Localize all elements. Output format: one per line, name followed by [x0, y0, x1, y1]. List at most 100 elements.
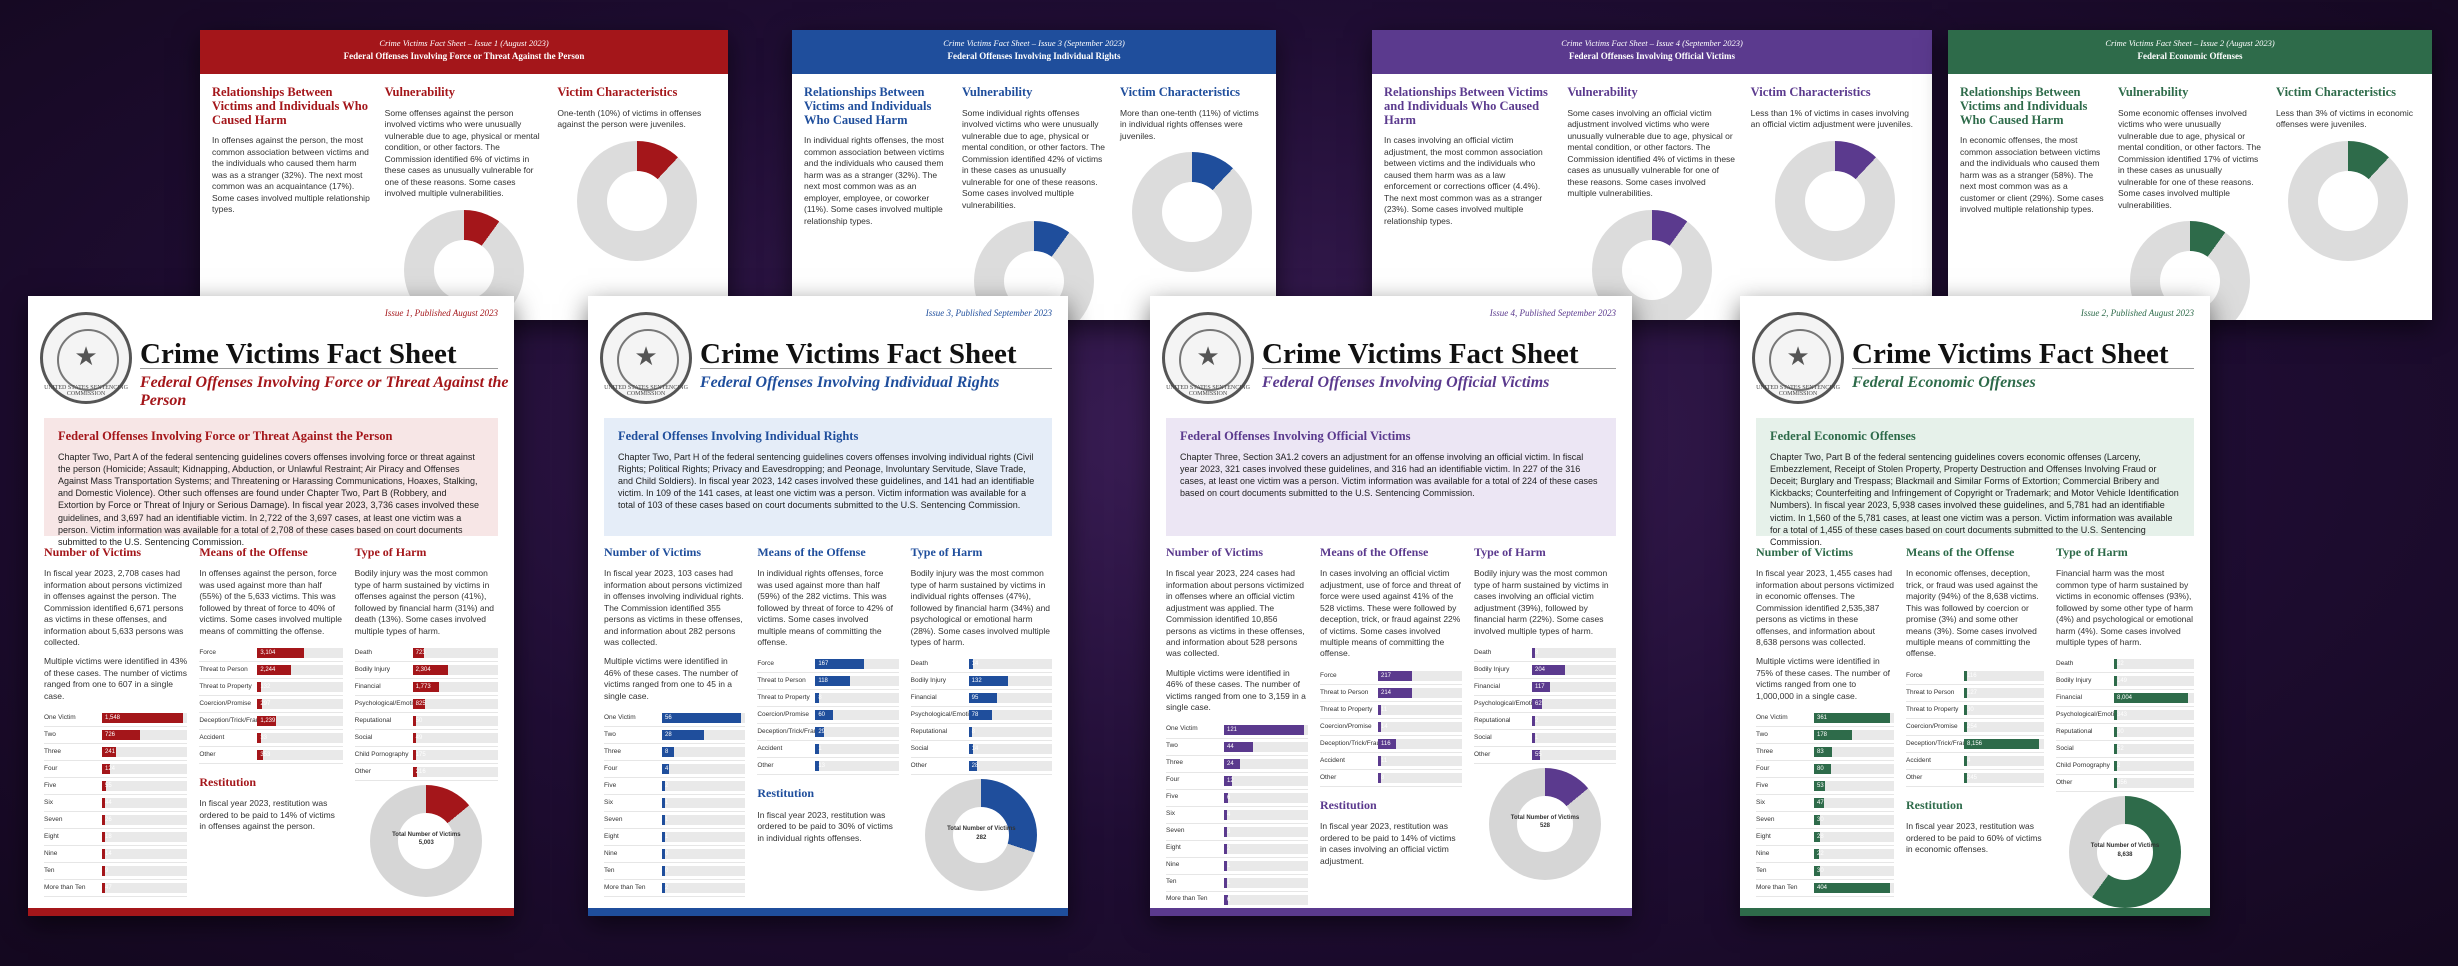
bar-track: 254	[1964, 721, 2044, 732]
sheet-columns: Relationships Between Victims and Indivi…	[1948, 74, 2432, 320]
bar-row: Eight 18	[44, 829, 188, 847]
bar-track: 726	[102, 730, 188, 741]
bar-track: 204	[1532, 665, 1616, 675]
intro-title: Federal Offenses Involving Official Vict…	[1180, 429, 1411, 443]
bar-fill: 12	[1224, 775, 1234, 786]
header-title: Federal Economic Offenses	[2137, 51, 2243, 61]
bar-row: Five 6	[1166, 790, 1308, 807]
bar-track: 13	[815, 761, 899, 772]
bar-fill: 118	[815, 676, 851, 687]
characteristics-column: Victim Characteristics Less than 3% of vi…	[2276, 85, 2420, 320]
intro-box: Federal Economic Offenses Chapter Two, Pa…	[1756, 418, 2194, 547]
bar-track: 2	[1224, 843, 1308, 854]
bar-row: Financial 117	[1474, 679, 1616, 696]
means-title: Means of the Offense	[757, 545, 866, 559]
bar-fill: 216	[412, 767, 426, 777]
donut-value: 5,003	[418, 840, 434, 847]
bar-label: Three	[1756, 747, 1773, 755]
bar-fill: 121	[1224, 724, 1304, 735]
bar-row: Ten 1	[1166, 875, 1308, 892]
bar-fill: 60	[815, 710, 833, 721]
donut-center-label: Total Number of Victims 8,638	[2069, 842, 2181, 858]
bar-track: 2,304	[412, 665, 498, 675]
bar-label: Death	[910, 660, 929, 668]
bar-track: 24	[1224, 758, 1308, 769]
bar-track: 1	[662, 815, 746, 826]
relationship-text: In offenses against the person, the most…	[212, 135, 370, 215]
bar-track: 14	[1378, 721, 1462, 732]
number-of-victims-section: Number of Victims In fiscal year 2023, 1,…	[1756, 544, 1894, 902]
vulnerability-text: Some offenses against the person involve…	[384, 107, 540, 199]
issue-line: Crime Victims Fact Sheet – Issue 1 (Augu…	[379, 38, 549, 48]
bar-fill: 8	[815, 693, 822, 704]
vulnerability-column: Vulnerability Some individual rights offe…	[962, 85, 1106, 320]
bar-fill: 11	[1378, 755, 1387, 766]
title-rule	[1852, 368, 2194, 369]
harm-text: Financial harm was the most common type …	[2056, 568, 2194, 647]
bar-fill: 22	[1814, 849, 1824, 860]
bar-track: 8	[1532, 648, 1616, 658]
bar-fill: 214	[1378, 687, 1413, 698]
bar-row: Threat to Property 11	[1320, 702, 1462, 719]
seal-text: UNITED STATES SENTENCING COMMISSION	[44, 385, 128, 397]
harm-title: Type of Harm	[1474, 545, 1546, 559]
bar-label: Seven	[1756, 815, 1775, 823]
bar-label: Force	[757, 660, 774, 668]
bar-track: 1,239	[257, 716, 343, 726]
bar-track: 80	[1814, 764, 1894, 775]
bar-row: Other 356	[2056, 775, 2194, 793]
bar-track: 356	[2114, 778, 2194, 789]
bar-fill: 117	[1532, 682, 1551, 692]
bar-track: 1,548	[102, 713, 188, 724]
bar-row: Threat to Property 30	[1906, 702, 2044, 719]
donut-label: Total Number of Victims	[947, 826, 1016, 833]
fact-sheet-3: Issue 4, Published September 2023 UNITED …	[1150, 296, 1632, 916]
bar-track: 175	[412, 750, 498, 760]
bar-fill: 24	[1224, 758, 1240, 769]
bar-track: 116	[1378, 738, 1462, 749]
bottom-color-stripe	[588, 908, 1068, 916]
bar-label: Bodily Injury	[910, 677, 947, 685]
bar-row: Threat to Property 132	[199, 679, 343, 696]
bar-fill: 28	[1814, 832, 1824, 843]
characteristics-column: Victim Characteristics More than one-tent…	[1120, 85, 1264, 320]
bar-fill: 217	[1378, 670, 1413, 681]
commission-seal-icon: UNITED STATES SENTENCING COMMISSION	[1752, 312, 1844, 404]
juvenile-donut	[1132, 152, 1252, 273]
bar-fill: 32	[2114, 659, 2124, 670]
bar-track: 217	[1378, 670, 1462, 681]
fact-sheet-4: Issue 2, Published August 2023 UNITED STA…	[1740, 296, 2210, 916]
bar-label: Threat to Person	[757, 677, 806, 685]
bar-chart: Death 723 Bodily Injury 2,304 Financial 1,773…	[354, 645, 498, 781]
bar-fill: 245	[1964, 772, 1977, 783]
bar-track: 6	[1224, 792, 1308, 803]
bar-fill: 44	[1224, 741, 1254, 752]
harm-title: Type of Harm	[354, 545, 427, 559]
page-subtitle: Federal Offenses Involving Official Vict…	[1262, 374, 1550, 391]
bar-fill: 127	[1964, 687, 1977, 698]
bar-label: Accident	[757, 745, 783, 753]
bar-fill: 167	[815, 659, 865, 670]
sheet-header-bar: Crime Victims Fact Sheet – Issue 4 (Sept…	[1372, 30, 1932, 74]
bar-label: Deception/Trick/Fraud	[1906, 739, 1970, 747]
bar-row: Child Pornography 175	[354, 747, 498, 764]
bar-track: 32	[2114, 659, 2194, 670]
means-section: Means of the Offense In offenses against …	[199, 544, 343, 902]
donut-center-label: Total Number of Victims 282	[925, 825, 1037, 841]
relationship-column: Relationships Between Victims and Indivi…	[1384, 85, 1553, 320]
bar-label: Social	[910, 745, 929, 753]
bar-track: 1	[662, 832, 746, 843]
restitution-title: Restitution	[199, 775, 256, 789]
relationship-title: Relationships Between Victims and Indivi…	[804, 85, 932, 127]
number-of-victims-text: In fiscal year 2023, 224 cases had infor…	[1166, 568, 1305, 659]
bar-row: Other 8	[1320, 770, 1462, 787]
vulnerability-title: Vulnerability	[1567, 85, 1638, 99]
bar-row: Seven 3	[1166, 824, 1308, 841]
bar-row: Two 44	[1166, 739, 1308, 756]
bar-track: 167	[815, 659, 899, 670]
bar-row: Social 1	[1474, 730, 1616, 747]
bar-fill: 83	[1814, 747, 1832, 758]
bar-fill: 47	[1814, 798, 1824, 809]
bar-fill: 28	[662, 730, 704, 741]
harm-text: Bodily injury was the most common type o…	[354, 568, 495, 636]
